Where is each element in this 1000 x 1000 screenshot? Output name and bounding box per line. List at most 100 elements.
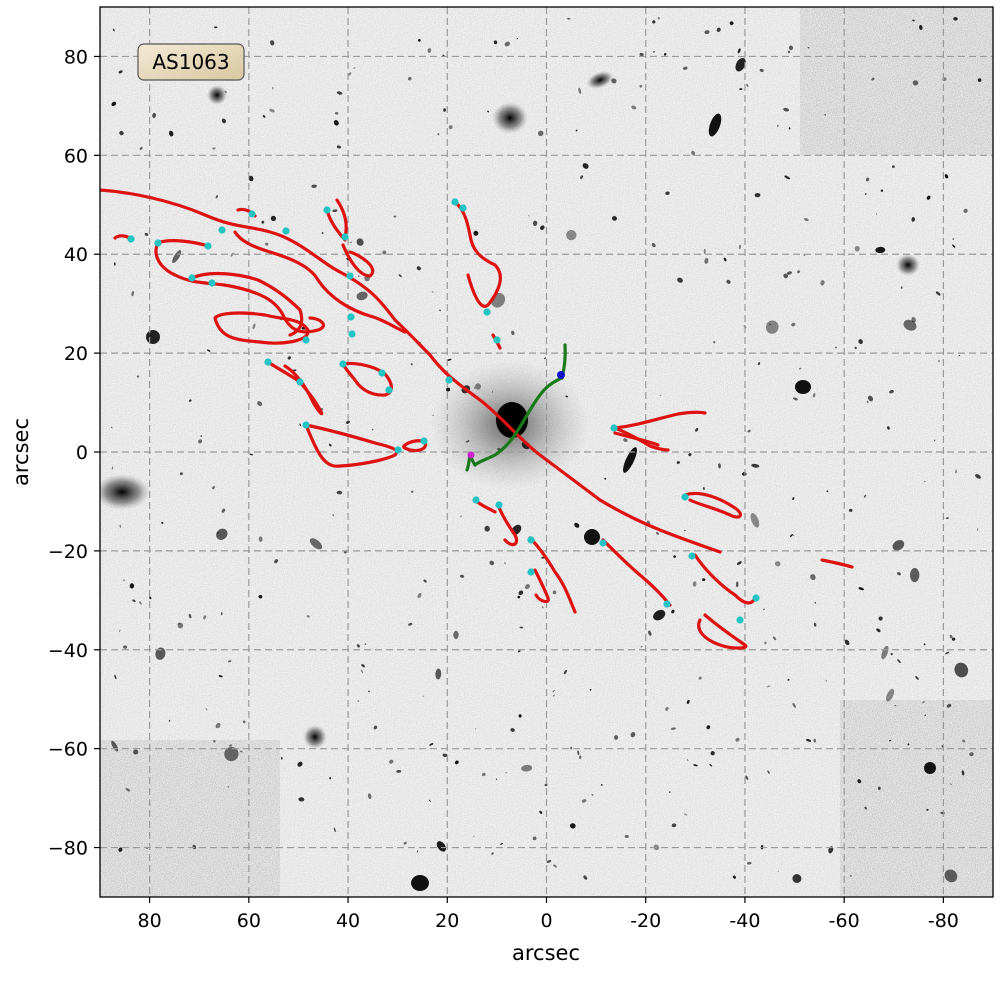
background-galaxy xyxy=(133,749,139,755)
background-galaxy xyxy=(671,823,677,828)
background-galaxy xyxy=(915,676,919,680)
galaxy-round-4 xyxy=(924,762,936,774)
background-galaxy xyxy=(961,770,965,776)
background-galaxy xyxy=(639,84,643,88)
background-galaxy xyxy=(332,514,335,517)
x-tick-label: 80 xyxy=(138,910,162,932)
background-galaxy xyxy=(269,108,275,113)
bottom-left-corner-noise xyxy=(100,740,280,897)
background-galaxy xyxy=(935,291,941,296)
background-galaxy xyxy=(396,769,402,773)
background-galaxy xyxy=(398,274,402,278)
background-galaxy xyxy=(328,443,332,447)
image-position-markers xyxy=(127,198,760,624)
y-tick-label: 40 xyxy=(64,244,88,266)
image-marker xyxy=(736,616,744,624)
background-galaxy xyxy=(612,216,617,221)
critical-curve-loop-3 xyxy=(213,311,310,345)
galaxy-bright-left xyxy=(100,474,150,510)
galaxy-spiral-topright xyxy=(586,71,614,89)
background-galaxy xyxy=(248,175,254,182)
background-galaxy xyxy=(824,113,826,116)
bottom-right-corner-noise xyxy=(840,700,993,897)
background-galaxy xyxy=(332,209,338,213)
background-galaxy xyxy=(495,778,498,781)
background-galaxy xyxy=(473,230,479,236)
galaxy-round-5 xyxy=(146,330,160,344)
y-tick-label: −40 xyxy=(48,640,88,662)
background-galaxy xyxy=(364,643,367,645)
background-galaxy xyxy=(221,118,227,124)
background-galaxy xyxy=(439,309,441,312)
critical-curve-lower-3 xyxy=(533,568,550,604)
critical-curve-right-2 xyxy=(613,431,660,447)
background-galaxy xyxy=(346,420,350,424)
critical-curve-lower-4 xyxy=(601,538,672,607)
y-tick-label: 80 xyxy=(64,46,88,68)
background-galaxy xyxy=(144,232,149,236)
background-galaxy xyxy=(772,636,777,641)
background-galaxy xyxy=(713,340,716,344)
image-marker xyxy=(599,539,607,547)
background-galaxy xyxy=(952,244,956,248)
background-galaxy xyxy=(417,38,421,42)
background-galaxy xyxy=(373,725,378,730)
background-galaxy xyxy=(179,472,183,476)
background-galaxy xyxy=(270,40,275,46)
critical-curve-top-2 xyxy=(341,243,375,278)
background-galaxy xyxy=(969,752,974,757)
caustic-curve-main xyxy=(473,376,564,467)
background-galaxy xyxy=(786,271,793,275)
background-galaxy xyxy=(963,208,968,213)
background-galaxy xyxy=(519,626,524,629)
background-galaxy xyxy=(739,88,743,91)
background-galaxy xyxy=(111,101,117,107)
source-marker-magenta xyxy=(467,451,475,459)
background-galaxy xyxy=(203,615,207,620)
background-galaxy xyxy=(735,57,746,72)
background-galaxy xyxy=(563,669,567,675)
background-galaxy xyxy=(631,105,637,110)
background-galaxy xyxy=(353,67,356,69)
background-galaxy xyxy=(218,675,223,678)
background-galaxy xyxy=(281,756,283,760)
background-galaxy xyxy=(684,813,688,816)
background-galaxy xyxy=(692,581,697,587)
background-galaxy xyxy=(718,463,721,469)
background-galaxy xyxy=(257,401,263,407)
background-galaxy xyxy=(172,250,182,264)
background-galaxy xyxy=(871,77,875,81)
background-galaxy xyxy=(242,720,246,724)
background-galaxy xyxy=(500,843,504,845)
image-marker xyxy=(394,446,402,454)
grid-lines xyxy=(100,7,993,897)
background-galaxy xyxy=(287,356,291,360)
background-galaxy xyxy=(569,823,576,829)
background-galaxy xyxy=(504,41,510,47)
background-galaxy xyxy=(422,695,424,697)
y-axis-ticks: 80 60 40 20 0 −20 −40 −60 −80 xyxy=(48,46,100,860)
image-marker xyxy=(610,424,618,432)
background-galaxy xyxy=(262,114,266,118)
background-galaxy xyxy=(977,78,982,82)
background-galaxy xyxy=(789,534,793,538)
critical-curve-upper-mid xyxy=(453,200,502,308)
background-galaxy xyxy=(656,531,659,535)
background-galaxy xyxy=(581,799,587,803)
background-galaxy xyxy=(532,836,537,841)
image-marker xyxy=(527,568,535,576)
background-galaxy xyxy=(227,660,232,663)
background-galaxy xyxy=(410,490,414,493)
background-galaxy xyxy=(702,487,705,490)
y-tick-label: 0 xyxy=(76,442,88,464)
background-galaxy xyxy=(652,20,656,24)
background-galaxy xyxy=(688,453,692,457)
background-galaxy xyxy=(299,423,302,427)
background-galaxy xyxy=(510,728,515,732)
background-galaxy xyxy=(876,628,881,633)
background-galaxy xyxy=(648,630,652,636)
background-galaxy xyxy=(403,841,407,845)
background-galaxy xyxy=(198,439,203,444)
background-galaxy xyxy=(880,189,884,192)
background-galaxy xyxy=(528,215,530,217)
